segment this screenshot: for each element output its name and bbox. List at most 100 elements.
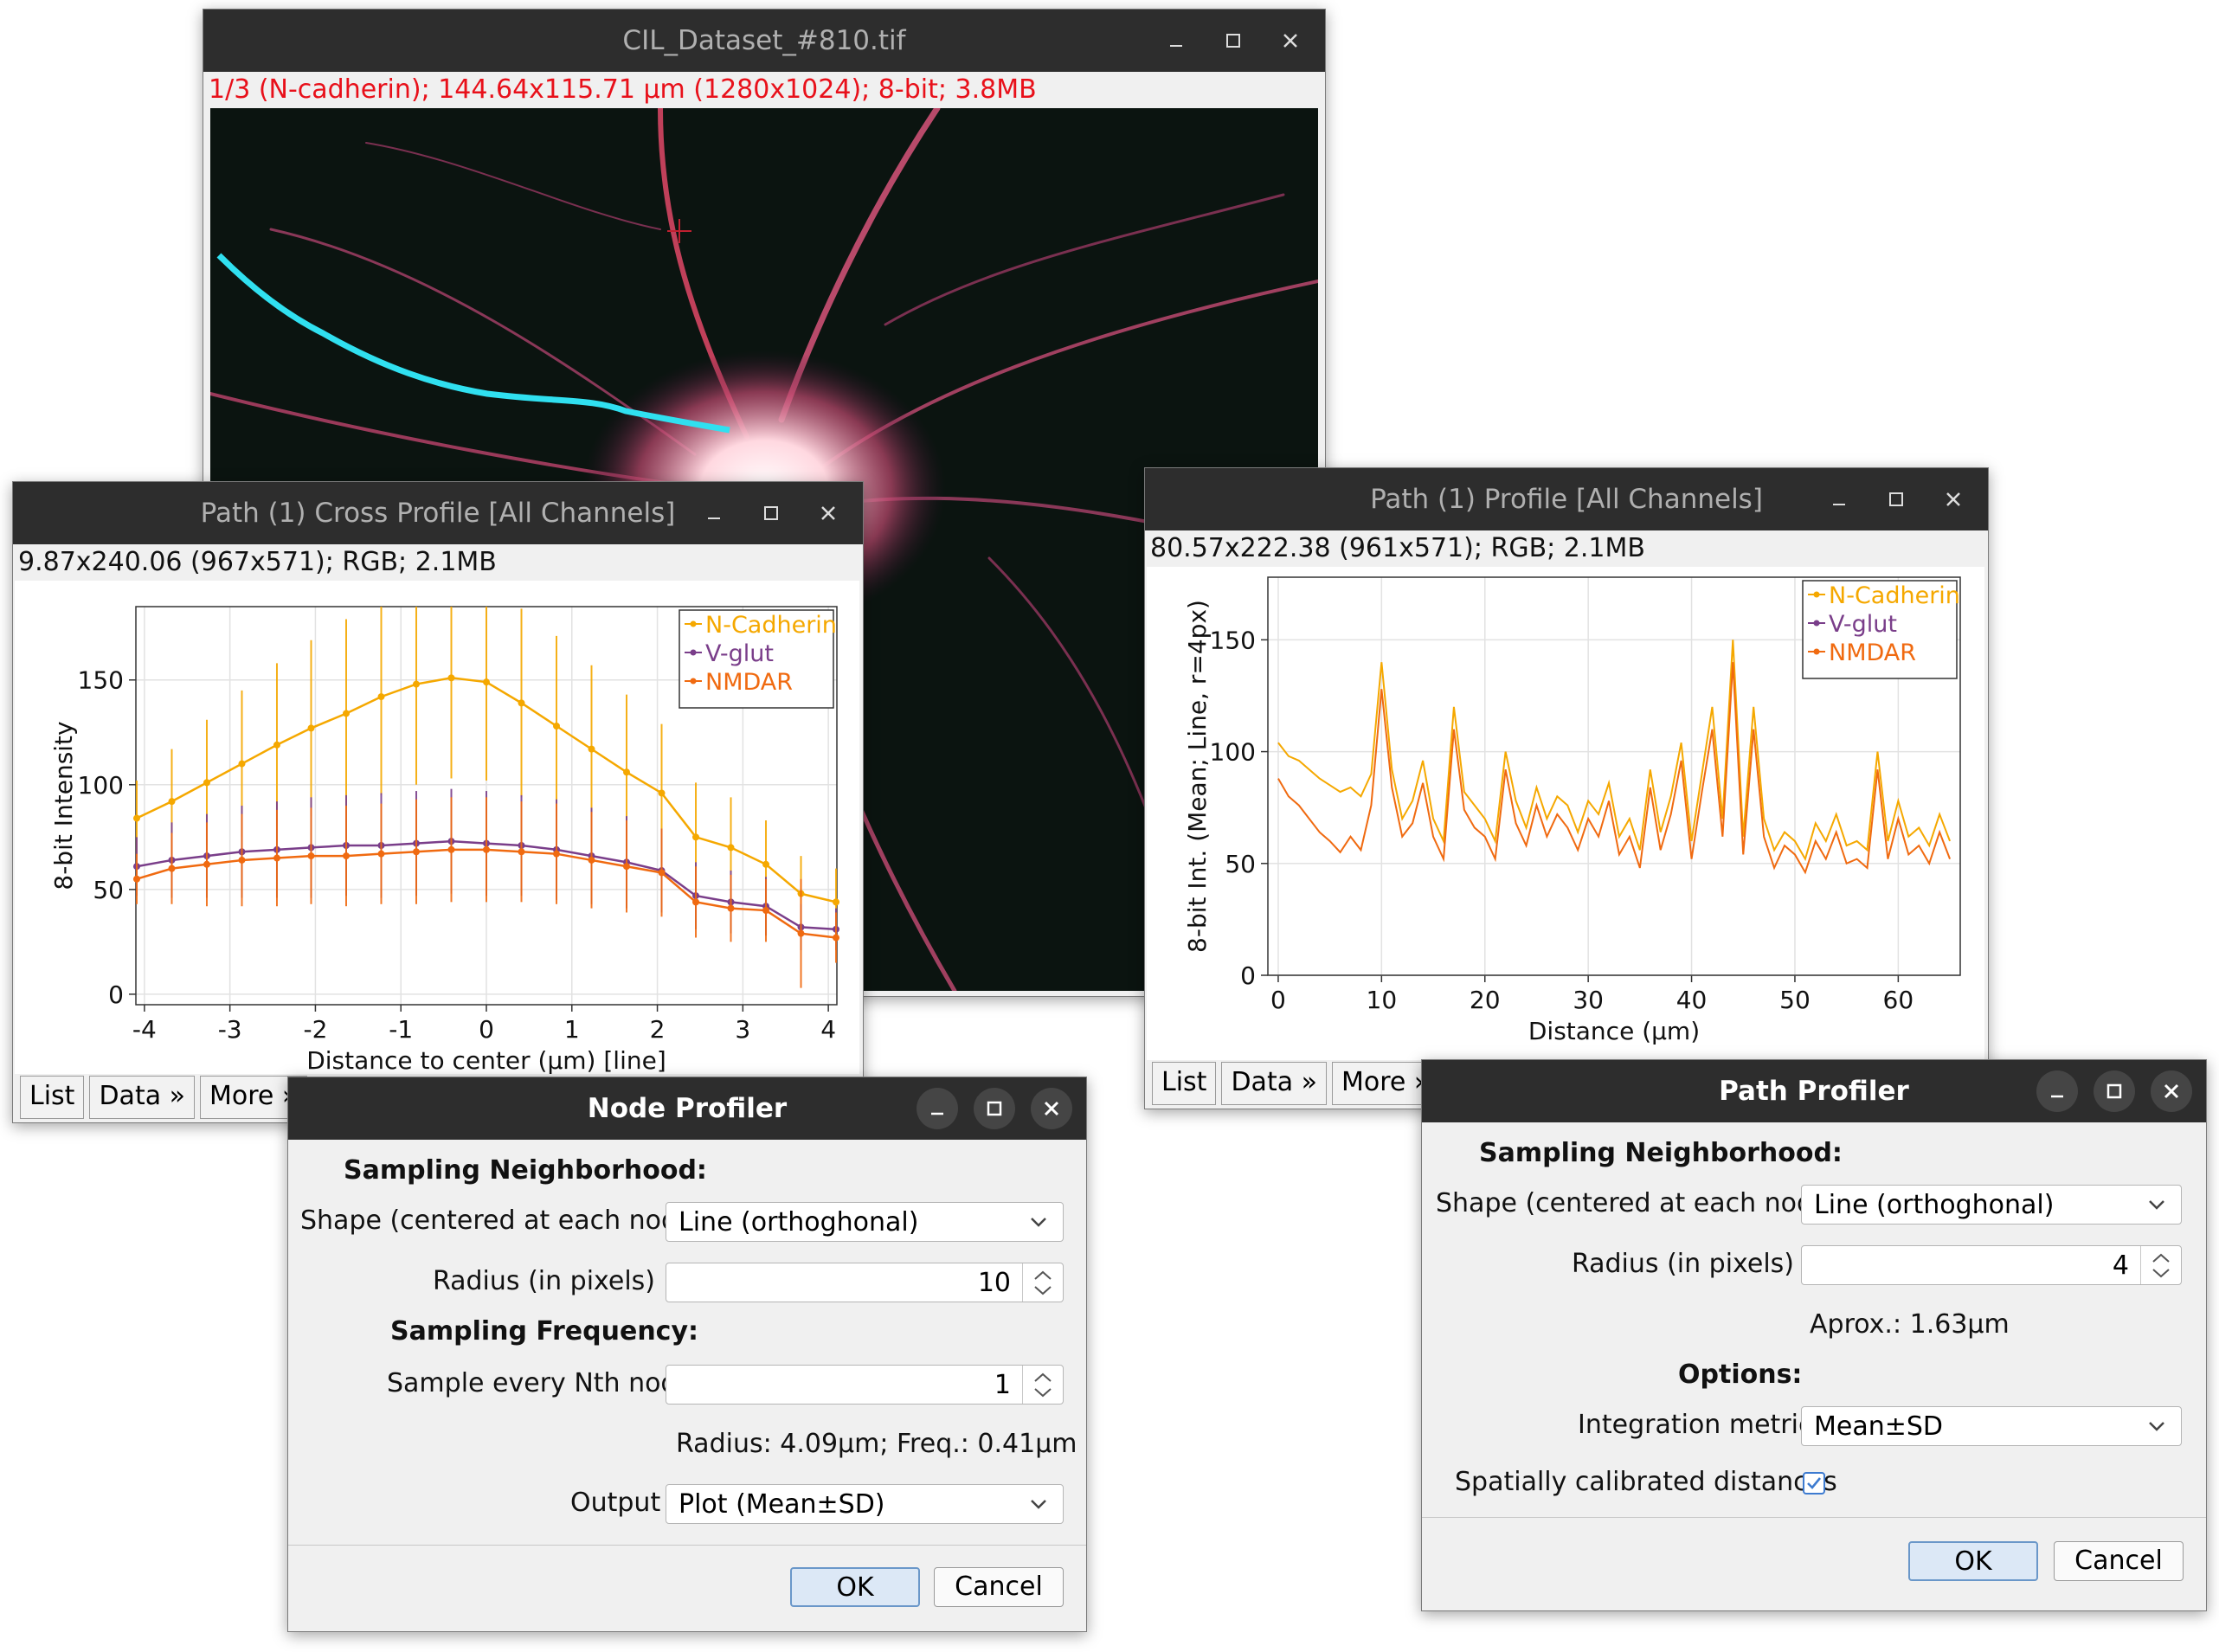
x-tick-label: 50: [1779, 986, 1811, 1014]
series-line-nmdar: [1277, 662, 1951, 875]
x-tick-label: 3: [735, 1015, 750, 1044]
plot-info: 80.57x222.38 (961x571); RGB; 2.1MB: [1145, 530, 1988, 567]
radius-label: Radius (in pixels): [1571, 1249, 1794, 1279]
dialog-title: Path Profiler: [1719, 1076, 1909, 1107]
data-point: [447, 674, 455, 682]
shape-select[interactable]: Line (orthoghonal): [666, 1202, 1064, 1242]
approx-radius: Aprox.: 1.63µm: [1810, 1309, 2010, 1340]
cross-profile-window: Path (1) Cross Profile [All Channels] 9.…: [12, 481, 864, 1123]
chevron-down-icon: [1031, 1500, 1046, 1509]
close-button[interactable]: [807, 492, 849, 534]
data-point: [692, 833, 700, 841]
node-profiler-titlebar[interactable]: Node Profiler: [288, 1077, 1086, 1140]
maximize-button[interactable]: [1875, 479, 1917, 520]
minimize-button[interactable]: [1818, 479, 1860, 520]
cross-profile-titlebar[interactable]: Path (1) Cross Profile [All Channels]: [13, 482, 863, 544]
image-info: 1/3 (N-cadherin); 144.64x115.71 µm (1280…: [203, 72, 1325, 108]
radius-frequency-summary: Radius: 4.09µm; Freq.: 0.41µm: [676, 1429, 1077, 1459]
data-point: [762, 860, 770, 868]
close-button[interactable]: [2151, 1070, 2192, 1112]
close-button[interactable]: [1933, 479, 1974, 520]
metric-label: Integration metric:: [1578, 1410, 1822, 1440]
y-tick-label: 0: [108, 980, 124, 1009]
legend-marker: [1813, 648, 1820, 655]
data-point: [518, 699, 525, 707]
data-button[interactable]: Data »: [89, 1076, 195, 1119]
spinner-arrows-icon[interactable]: [1022, 1366, 1063, 1404]
data-point: [483, 845, 490, 853]
data-button[interactable]: Data »: [1221, 1062, 1327, 1105]
data-point: [307, 724, 315, 732]
metric-select[interactable]: Mean±SD: [1801, 1406, 2182, 1446]
y-tick-label: 150: [78, 666, 124, 695]
traced-path[interactable]: [216, 253, 730, 434]
data-point: [413, 848, 420, 856]
data-point: [797, 929, 805, 937]
output-select[interactable]: Plot (Mean±SD): [666, 1484, 1064, 1524]
cancel-button[interactable]: Cancel: [2054, 1541, 2184, 1581]
nth-node-spinner[interactable]: 1: [666, 1365, 1064, 1405]
legend-marker: [1813, 620, 1820, 627]
plot-info: 9.87x240.06 (967x571); RGB; 2.1MB: [13, 544, 863, 581]
ok-button[interactable]: OK: [1908, 1541, 2038, 1581]
shape-value: Line (orthoghonal): [679, 1207, 919, 1237]
data-point: [658, 869, 666, 877]
output-value: Plot (Mean±SD): [679, 1489, 885, 1520]
x-tick-label: 2: [650, 1015, 666, 1044]
list-button[interactable]: List: [1152, 1062, 1217, 1105]
data-point: [377, 693, 385, 701]
x-axis-label: Distance (µm): [1528, 1017, 1700, 1045]
profile-titlebar[interactable]: Path (1) Profile [All Channels]: [1145, 468, 1988, 530]
legend-box: [679, 609, 834, 709]
spinner-arrows-icon[interactable]: [1022, 1263, 1063, 1302]
maximize-button[interactable]: [974, 1088, 1015, 1129]
maximize-button[interactable]: [1212, 20, 1254, 61]
minimize-button[interactable]: [917, 1088, 958, 1129]
separator: [1422, 1517, 2206, 1518]
plot-area[interactable]: 0 10 20 30 40 50 60 0 50 100 150 Distance (µm) 8-bit…: [1147, 567, 1984, 1060]
data-point: [203, 860, 210, 868]
data-point: [553, 723, 560, 730]
image-window-titlebar[interactable]: CIL_Dataset_#810.tif: [203, 10, 1325, 72]
x-tick-label: 60: [1883, 986, 1914, 1014]
spinner-arrows-icon[interactable]: [2140, 1246, 2181, 1284]
data-point: [132, 814, 140, 822]
plot-area[interactable]: -4 -3 -2 -1 0 1 2 3 4 0 50 100 150 Distance to center…: [15, 581, 859, 1075]
shape-label: Shape (centered at each node): [1436, 1188, 1840, 1218]
x-tick-label: 0: [1270, 986, 1286, 1014]
legend-entry: NMDAR: [705, 669, 793, 696]
data-point: [343, 710, 350, 717]
legend-marker: [690, 678, 697, 685]
x-tick-label: -1: [389, 1015, 413, 1044]
minimize-button[interactable]: [2036, 1070, 2078, 1112]
close-button[interactable]: [1031, 1088, 1072, 1129]
calibrated-label: Spatially calibrated distances: [1455, 1467, 1837, 1497]
ok-button[interactable]: OK: [790, 1567, 920, 1607]
data-point: [377, 850, 385, 858]
y-axis-label: 8-bit Int. (Mean; Line, r=4px): [1183, 600, 1212, 953]
data-point: [833, 898, 840, 906]
legend-entry: N-Cadherin: [1829, 582, 1960, 609]
minimize-button[interactable]: [693, 492, 735, 534]
calibrated-checkbox[interactable]: [1803, 1472, 1825, 1495]
minimize-button[interactable]: [1155, 20, 1197, 61]
legend-marker: [690, 649, 697, 656]
radius-spinner[interactable]: 10: [666, 1263, 1064, 1302]
legend-entry: N-Cadherin: [705, 612, 837, 639]
close-button[interactable]: [1270, 20, 1311, 61]
shape-select[interactable]: Line (orthoghonal): [1801, 1185, 2182, 1225]
maximize-button[interactable]: [750, 492, 792, 534]
path-profiler-titlebar[interactable]: Path Profiler: [1422, 1060, 2206, 1122]
maximize-button[interactable]: [2094, 1070, 2135, 1112]
radius-spinner[interactable]: 4: [1801, 1245, 2182, 1285]
separator: [288, 1545, 1086, 1546]
data-point: [413, 680, 420, 688]
data-point: [623, 863, 630, 871]
list-button[interactable]: List: [20, 1076, 85, 1119]
data-point: [483, 678, 490, 686]
data-point: [553, 850, 560, 858]
nth-node-value: 1: [994, 1370, 1011, 1400]
data-point: [727, 844, 735, 852]
cancel-button[interactable]: Cancel: [934, 1567, 1064, 1607]
data-point: [762, 907, 770, 915]
